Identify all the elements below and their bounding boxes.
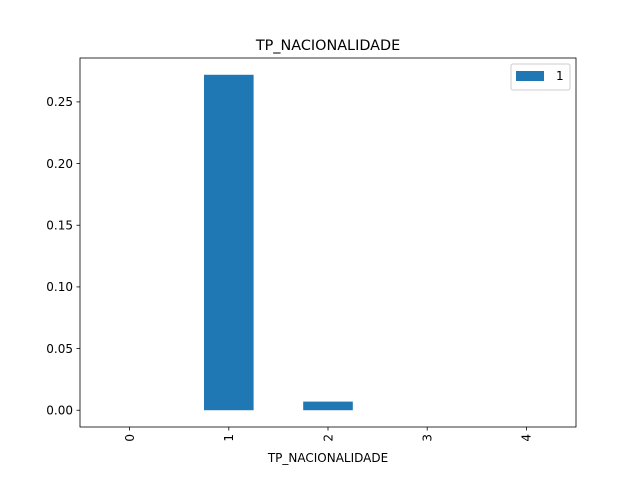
chart-title: TP_NACIONALIDADE [255, 38, 400, 54]
y-tick-label: 0.15 [46, 219, 73, 233]
y-tick-label: 0.10 [46, 280, 73, 294]
bars [204, 74, 353, 411]
x-tick-label: 3 [421, 434, 435, 442]
bar-2 [303, 401, 353, 411]
x-tick-label: 1 [222, 434, 236, 442]
x-axis: 0 1 2 3 4 [123, 427, 534, 442]
plot-frame [79, 57, 577, 428]
y-tick-label: 0.25 [46, 95, 73, 109]
plot-area [79, 57, 577, 428]
x-tick-label: 2 [321, 434, 335, 442]
bar-1 [204, 74, 254, 411]
legend-swatch [516, 71, 544, 81]
x-tick-label: 4 [520, 434, 534, 442]
x-axis-label: TP_NACIONALIDADE [267, 451, 388, 465]
legend-label: 1 [556, 69, 564, 83]
y-tick-label: 0.05 [46, 342, 73, 356]
y-tick-label: 0.20 [46, 157, 73, 171]
legend: 1 [510, 63, 571, 91]
y-axis: 0.00 0.05 0.10 0.15 0.20 0.25 [46, 95, 80, 418]
y-tick-label: 0.00 [46, 404, 73, 418]
x-tick-label: 0 [123, 434, 137, 442]
